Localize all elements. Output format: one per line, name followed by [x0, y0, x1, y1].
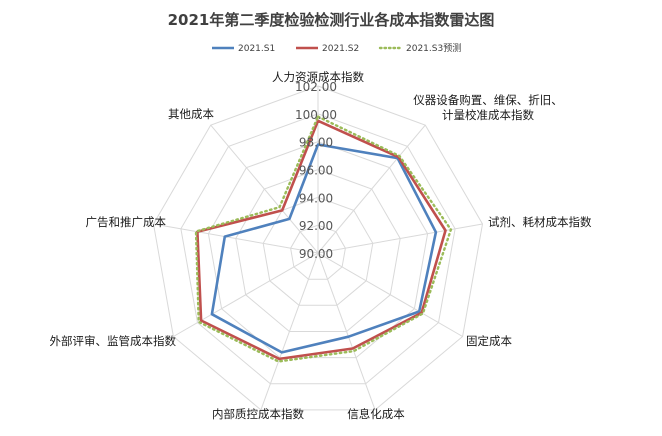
grid-ring: [180, 113, 456, 385]
tick-label: 94.00: [299, 191, 333, 205]
category-label: 外部评审、监管成本指数: [50, 334, 177, 348]
category-label: 人力资源成本指数: [272, 70, 364, 84]
grid-spoke: [260, 252, 319, 411]
grid-ring: [235, 168, 401, 332]
tick-label: 100.00: [295, 108, 337, 122]
radar-tick-labels: 90.00 92.00 94.00 96.00 98.00 100.00 102.00: [295, 80, 337, 261]
radar-category-labels: 人力资源成本指数仪器设备购置、维保、折旧、计量校准成本指数试剂、耗材成本指数固定…: [50, 70, 592, 421]
grid-spoke: [173, 252, 319, 337]
grid-spoke: [317, 252, 376, 411]
category-label: 其他成本: [168, 107, 214, 121]
grid-ring: [262, 196, 374, 306]
grid-ring: [290, 224, 346, 280]
grid-ring: [152, 85, 484, 411]
series-line-2: [196, 119, 447, 361]
legend-label: 2021.S2: [322, 44, 359, 54]
chart-legend: 2021.S1 2021.S2 2021.S3预测: [212, 43, 461, 54]
series-line-3: [194, 115, 453, 363]
category-label: 内部质控成本指数: [212, 407, 304, 421]
grid-spoke: [317, 124, 426, 254]
radar-series-group: [194, 115, 453, 363]
tick-label: 102.00: [295, 80, 337, 94]
legend-label: 2021.S1: [238, 44, 275, 54]
grid-spoke: [210, 124, 319, 254]
series-line-1: [210, 143, 438, 354]
category-label: 固定成本: [466, 334, 512, 348]
tick-label: 90.00: [299, 247, 333, 261]
radar-spokes: [153, 86, 483, 411]
grid-spoke: [153, 223, 319, 254]
category-label: 仪器设备购置、维保、折旧、计量校准成本指数: [413, 93, 563, 122]
chart-title: 2021年第二季度检验检测行业各成本指数雷达图: [168, 11, 495, 29]
grid-spoke: [317, 223, 483, 254]
radar-grid: [152, 85, 484, 411]
category-label: 试剂、耗材成本指数: [488, 215, 592, 229]
category-label: 信息化成本: [347, 407, 405, 421]
tick-label: 98.00: [299, 136, 333, 150]
grid-ring: [207, 141, 429, 359]
tick-label: 96.00: [299, 164, 333, 178]
grid-spoke: [317, 252, 463, 337]
legend-label: 2021.S3预测: [406, 43, 461, 54]
tick-label: 92.00: [299, 219, 333, 233]
category-label: 广告和推广成本: [86, 215, 167, 229]
